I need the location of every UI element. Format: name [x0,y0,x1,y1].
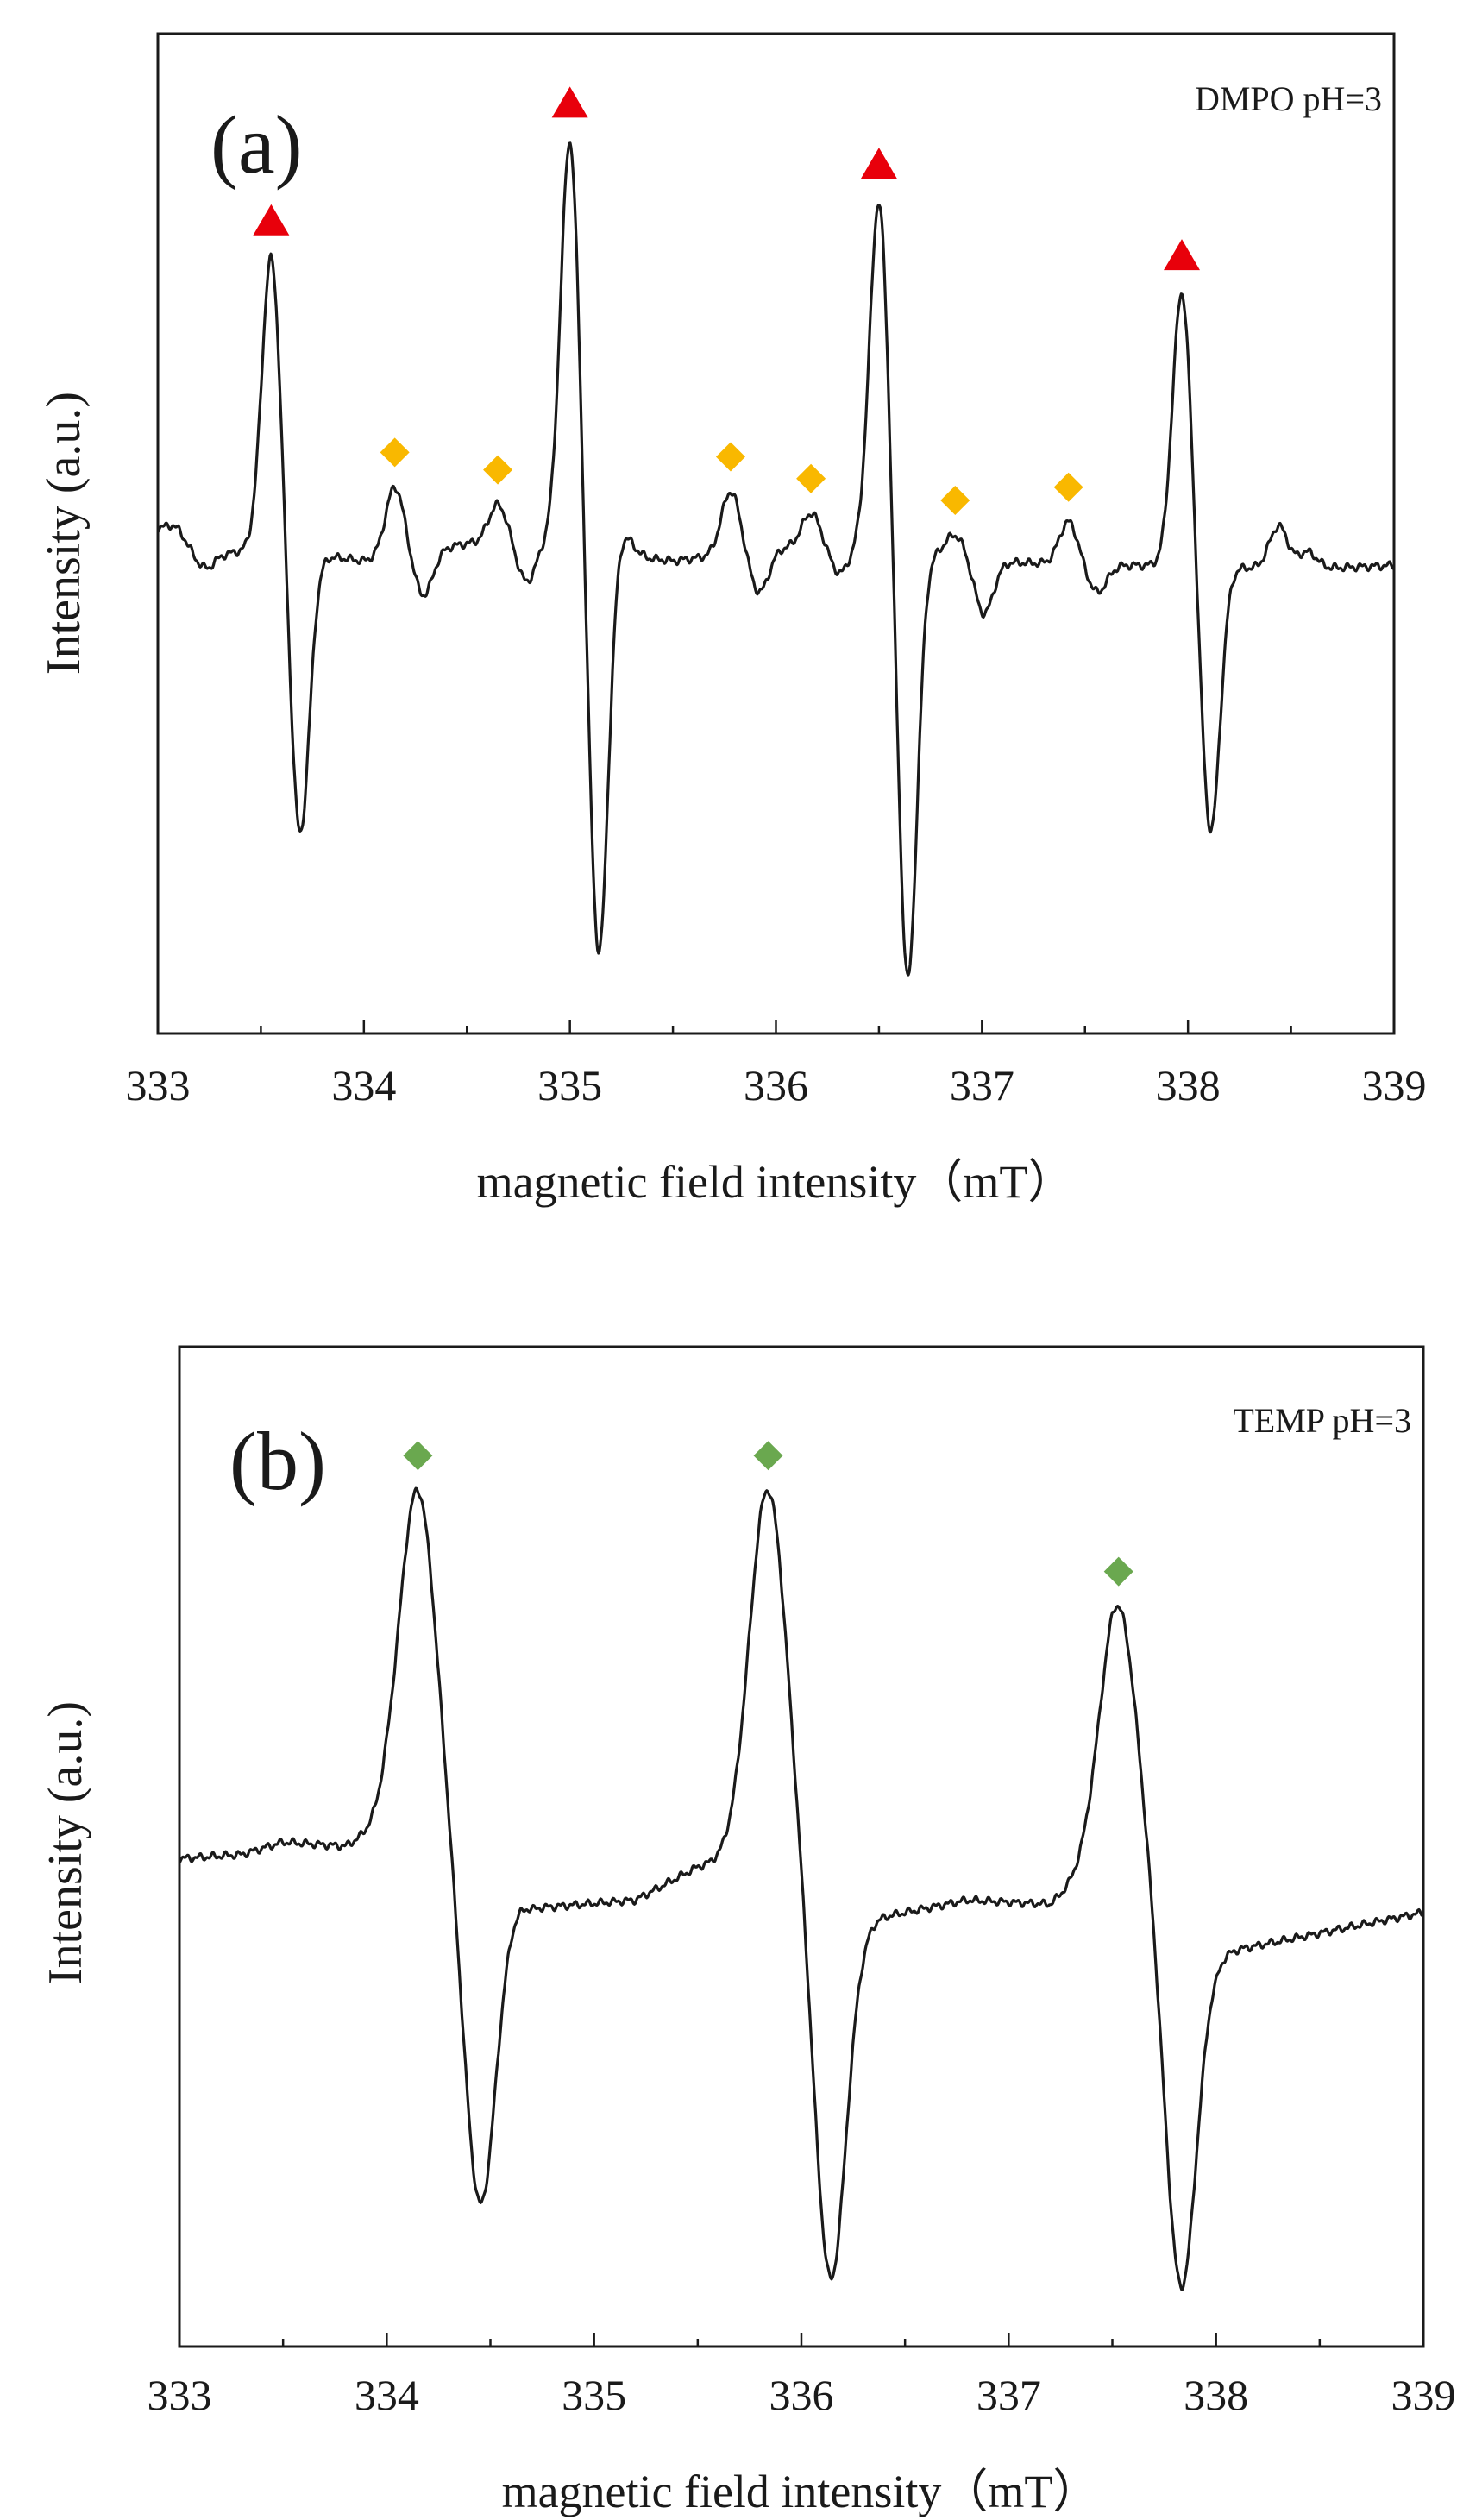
diamond-marker [1053,472,1083,502]
peak-markers [253,86,1201,515]
y-axis-label: Intensity (a.u.) [37,392,91,675]
x-axis-ticks [178,2333,1425,2347]
x-tick-label: 337 [950,1061,1014,1109]
x-tick-label: 339 [1391,2371,1456,2419]
x-tick-label: 335 [537,1061,602,1109]
plot-frame [156,32,1396,1035]
diamond-marker [380,437,410,468]
x-tick-label: 339 [1362,1061,1427,1109]
x-tick-label: 333 [148,2371,212,2419]
triangle-marker [860,148,897,179]
panel-label: (a) [210,98,303,191]
panel-label: (b) [229,1415,326,1507]
x-tick-label: 335 [562,2371,626,2419]
diamond-marker [1103,1556,1133,1587]
x-tick-label: 336 [744,1061,808,1109]
annotation-label: DMPO pH=3 [1195,79,1382,118]
x-tick-label: 338 [1156,1061,1221,1109]
panel-b: 333 334 335 336 337 338 339 (b) TEMP pH=3 magn… [39,1345,1456,2517]
x-tick-label: 334 [355,2371,419,2419]
y-axis-label: Intensity (a.u.) [39,1701,92,1984]
x-axis-tick-labels: 333 334 335 336 337 338 339 [126,1061,1427,1109]
x-axis-ticks [156,1020,1396,1034]
diamond-marker [940,485,970,515]
panel-a: 333 334 335 336 337 338 339 (a) DMPO pH=3 magn… [37,32,1427,1208]
x-tick-label: 336 [769,2371,834,2419]
triangle-marker [1164,239,1201,271]
x-axis-label: magnetic field intensity（mT） [502,2466,1100,2517]
x-tick-label: 334 [331,1061,396,1109]
triangle-marker [551,86,588,118]
esr-spectrum-line [178,1486,1424,2291]
diamond-marker [796,463,826,493]
diamond-marker [483,455,513,485]
esr-spectrum-line [156,141,1395,977]
diamond-marker [715,442,745,472]
x-axis-tick-labels: 333 334 335 336 337 338 339 [148,2371,1456,2419]
x-tick-label: 333 [126,1061,191,1109]
x-tick-label: 337 [976,2371,1041,2419]
peak-markers [403,1441,1133,1587]
diamond-marker [403,1441,433,1471]
x-tick-label: 338 [1184,2371,1248,2419]
annotation-label: TEMP pH=3 [1233,1401,1411,1440]
triangle-marker [253,204,290,236]
x-axis-label: magnetic field intensity（mT） [477,1156,1075,1208]
diamond-marker [753,1441,783,1471]
plot-frame [178,1345,1425,2348]
